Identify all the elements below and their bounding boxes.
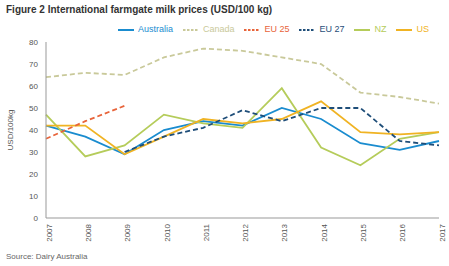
- svg-text:50: 50: [29, 104, 38, 113]
- svg-text:60: 60: [29, 82, 38, 91]
- svg-text:2011: 2011: [202, 223, 211, 241]
- svg-text:10: 10: [29, 192, 38, 201]
- svg-text:2010: 2010: [163, 223, 172, 241]
- html-text:Canada: Canada: [202, 24, 235, 35]
- html-text:US: US: [416, 24, 429, 35]
- svg-text:2017: 2017: [438, 223, 441, 241]
- html-text:Source: Dairy Australia: Source: Dairy Australia: [6, 252, 88, 261]
- svg-text:2015: 2015: [359, 223, 368, 241]
- svg-text:80: 80: [29, 38, 38, 47]
- svg-text:2016: 2016: [398, 223, 407, 241]
- svg-text:2012: 2012: [241, 223, 250, 241]
- svg-text:2013: 2013: [280, 223, 289, 241]
- html-text:Australia: Australia: [137, 24, 173, 35]
- svg-text:2009: 2009: [123, 223, 132, 241]
- svg-text:0: 0: [34, 214, 39, 223]
- svg-text:USD/100kg: USD/100kg: [8, 110, 15, 151]
- html-text:NZ: NZ: [374, 24, 387, 35]
- svg-text:2014: 2014: [320, 223, 329, 241]
- html-text:EU 27: EU 27: [319, 24, 345, 35]
- svg-text:20: 20: [29, 170, 38, 179]
- html-text:EU 25: EU 25: [264, 24, 290, 35]
- svg-text:2008: 2008: [84, 223, 93, 241]
- svg-text:70: 70: [29, 60, 38, 69]
- svg-text:40: 40: [29, 126, 38, 135]
- svg-text:30: 30: [29, 148, 38, 157]
- html-text:Figure 2 International farmgat: Figure 2 International farmgate milk pri…: [6, 4, 273, 15]
- svg-text:2007: 2007: [45, 223, 54, 241]
